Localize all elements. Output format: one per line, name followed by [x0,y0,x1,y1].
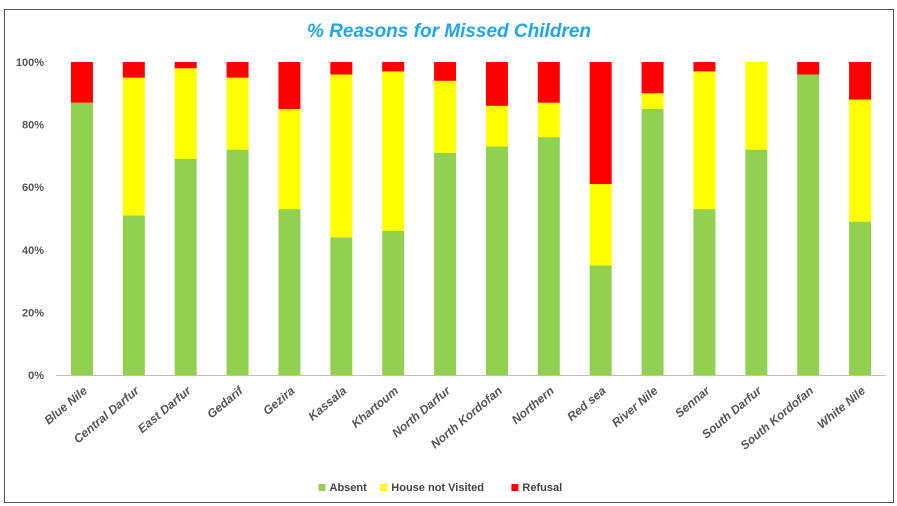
x-tick-label: Sennar [672,383,713,421]
x-tick-label: Red sea [564,383,609,424]
y-tick-label: 60% [22,182,44,194]
legend-swatch [380,484,388,491]
bar-segment-refusal [122,62,145,78]
bar-segment-refusal [174,62,197,69]
bar-segment-refusal [797,62,820,75]
bar-segment-house-not-visited [745,62,768,150]
legend-label: Refusal [522,482,562,494]
bars [70,62,872,376]
bar-segment-absent [849,221,872,375]
chart-title: % Reasons for Missed Children [306,21,591,42]
bar-segment-refusal [537,62,560,103]
bar-segment-absent [745,149,768,375]
x-tick-label: Blue Nile [42,383,91,427]
bar-segment-refusal [226,62,249,78]
y-tick-label: 0% [28,370,44,382]
x-tick-label: Gezira [260,383,297,418]
legend: Absent House not Visited Refusal [318,482,562,494]
bar-segment-absent [434,152,457,375]
legend-swatch [318,484,326,491]
bar-segment-refusal [589,62,612,185]
bar-segment-refusal [693,62,716,72]
y-tick-label: 100% [16,57,44,69]
bar-segment-house-not-visited [485,105,508,147]
bar-segment-absent [122,215,145,375]
axes: 0% 20% 40% 60% 80% 100% [16,57,886,382]
bar-segment-refusal [434,62,457,81]
bar-segment-house-not-visited [589,184,612,266]
x-tick-label: Kassala [305,383,349,423]
bar-segment-absent [174,159,197,375]
x-tick-label: Northern [509,384,557,427]
bar-segment-refusal [278,62,301,109]
bar-segment-refusal [849,62,872,100]
bar-segment-house-not-visited [278,108,301,210]
y-tick-label: 40% [22,245,44,257]
bar-segment-house-not-visited [174,68,197,160]
bar-segment-absent [589,265,612,375]
bar-segment-refusal [70,62,93,103]
bar-segment-house-not-visited [641,93,664,109]
x-tick-label: Gedarif [204,383,246,421]
bar-segment-house-not-visited [537,102,560,138]
x-tick-label: White Nile [815,383,869,431]
bar-segment-refusal [485,62,508,106]
x-tick-label: East Darfur [135,383,195,436]
bar-segment-house-not-visited [330,74,353,238]
legend-label: Absent [330,482,368,494]
bar-segment-refusal [330,62,353,75]
bar-segment-absent [485,146,508,375]
bar-segment-absent [693,209,716,375]
bar-segment-absent [641,108,664,375]
bar-segment-absent [797,74,820,376]
bar-segment-refusal [382,62,405,72]
bar-segment-house-not-visited [382,71,405,232]
y-tick-label: 20% [22,307,44,319]
bar-segment-house-not-visited [226,77,249,150]
bar-segment-refusal [641,62,664,94]
legend-swatch [511,484,519,491]
bar-segment-house-not-visited [693,71,716,210]
bar-segment-absent [330,237,353,375]
bar-segment-house-not-visited [122,77,145,216]
legend-label: House not Visited [391,482,484,494]
bar-segment-house-not-visited [849,99,872,222]
bar-segment-absent [382,231,405,375]
bar-segment-absent [278,209,301,375]
bar-segment-absent [537,137,560,375]
bar-segment-house-not-visited [434,80,457,153]
x-tick-label: Khartoum [349,383,402,430]
bar-segment-absent [70,102,93,375]
bar-segment-absent [226,149,249,375]
y-tick-label: 80% [22,120,44,132]
x-tick-label: River Nile [609,383,661,430]
